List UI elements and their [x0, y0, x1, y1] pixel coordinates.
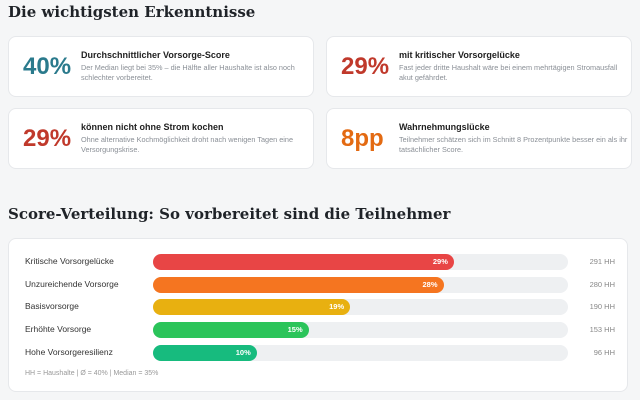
- insight-value: 40%: [23, 52, 72, 80]
- insight-value: 8pp: [341, 124, 384, 152]
- insight-card: 8pp Wahrnehmungslücke Teilnehmer schätze…: [326, 108, 632, 169]
- bar-percent-label: 29%: [432, 257, 448, 266]
- footnote: HH = Haushalte | Ø = 40% | Median = 35%: [25, 370, 159, 377]
- bar-track: 29%: [153, 254, 568, 270]
- bar-fill: 10%: [153, 344, 257, 361]
- insight-card: 40% Durchschnittlicher Vorsorge-Score De…: [8, 36, 314, 97]
- row-count: 291 HH: [589, 257, 615, 266]
- insight-card: 29% können nicht ohne Strom kochen Ohne …: [8, 108, 314, 169]
- insight-title: mit kritischer Vorsorgelücke: [399, 50, 520, 60]
- bar-track: 15%: [153, 322, 568, 339]
- bar-track: 28%: [153, 276, 568, 293]
- insight-title: Durchschnittlicher Vorsorge-Score: [81, 50, 230, 60]
- distribution-chart: Kritische Vorsorgelücke 29% 291 HH Unzur…: [8, 238, 628, 392]
- distribution-row: Hohe Vorsorgeresilienz 10% 96 HH: [9, 344, 627, 361]
- row-count: 190 HH: [589, 302, 615, 312]
- insight-description: Der Median liegt bei 35% – die Hälfte al…: [81, 63, 295, 82]
- bar-percent-label: 28%: [422, 279, 438, 289]
- insight-description: Fast jeder dritte Haushalt wäre bei eine…: [399, 63, 618, 82]
- row-label: Kritische Vorsorgelücke: [25, 256, 114, 266]
- bar-fill: 29%: [153, 254, 454, 270]
- insight-description: Teilnehmer schätzen sich im Schnitt 8 Pr…: [399, 135, 628, 154]
- insight-title: Wahrnehmungslücke: [399, 122, 490, 132]
- row-label: Hohe Vorsorgeresilienz: [25, 346, 113, 357]
- insight-card: 29% mit kritischer Vorsorgelücke Fast je…: [326, 36, 632, 97]
- bar-percent-label: 19%: [329, 302, 345, 312]
- row-label: Unzureichende Vorsorge: [25, 278, 119, 289]
- bar-percent-label: 10%: [235, 347, 251, 357]
- insight-title: können nicht ohne Strom kochen: [81, 122, 224, 132]
- row-count: 153 HH: [589, 325, 615, 335]
- insight-value: 29%: [341, 52, 390, 80]
- distribution-row: Unzureichende Vorsorge 28% 280 HH: [9, 276, 627, 293]
- distribution-row: Kritische Vorsorgelücke 29% 291 HH: [9, 254, 627, 270]
- bar-fill: 15%: [153, 322, 309, 339]
- bar-track: 19%: [153, 299, 568, 316]
- bar-percent-label: 15%: [287, 325, 303, 335]
- bar-track: 10%: [153, 344, 568, 361]
- row-count: 280 HH: [589, 279, 615, 289]
- row-label: Basisvorsorge: [25, 301, 79, 312]
- row-label: Erhöhte Vorsorge: [25, 324, 92, 335]
- insight-description: Ohne alternative Kochmöglichkeit droht n…: [81, 135, 294, 154]
- insight-value: 29%: [23, 124, 72, 152]
- distribution-row: Basisvorsorge 19% 190 HH: [9, 299, 627, 316]
- row-count: 96 HH: [593, 347, 615, 357]
- insights-title: Die wichtigsten Erkenntnisse: [8, 3, 256, 21]
- distribution-title: Score-Verteilung: So vorbereitet sind di…: [8, 205, 451, 223]
- bar-fill: 19%: [153, 299, 351, 316]
- distribution-row: Erhöhte Vorsorge 15% 153 HH: [9, 322, 627, 339]
- bar-fill: 28%: [153, 276, 444, 293]
